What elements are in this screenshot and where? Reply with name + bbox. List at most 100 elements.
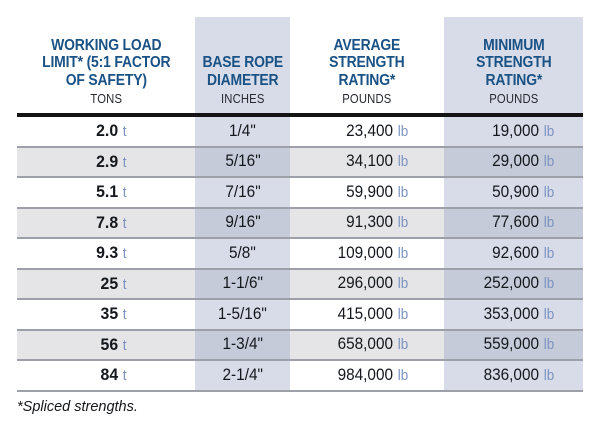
pounds-unit-suffix: lb	[544, 245, 555, 262]
minimum-strength-value: 77,600	[492, 213, 540, 232]
column-title: WORKING LOAD LIMIT* (5:1 FACTOR OF SAFET…	[41, 36, 171, 89]
tons-unit-suffix: t	[122, 276, 127, 293]
value-with-unit: 2.9 t	[79, 152, 134, 172]
column-header-base-rope-diameter: BASE ROPE DIAMETER INCHES	[195, 17, 290, 113]
table-row: 84 t 2-1/4" 984,000 lb 836,000 l	[17, 361, 583, 392]
value-with-unit: 836,000 lb	[472, 366, 555, 385]
value-with-unit: 658,000 lb	[326, 335, 408, 354]
column-unit-label: TONS	[90, 92, 122, 106]
table-row: 35 t 1-5/16" 415,000 lb 353,000	[17, 300, 583, 331]
pounds-unit-suffix: lb	[397, 306, 409, 323]
value-with-unit: 84 t	[79, 365, 134, 385]
column-unit-label: POUNDS	[488, 92, 539, 106]
average-strength-value: 296,000	[337, 274, 393, 293]
cell-average-strength: 23,400 lb	[290, 117, 444, 146]
tons-value: 9.3	[95, 243, 118, 263]
pounds-unit-suffix: lb	[544, 337, 555, 354]
tons-unit-suffix: t	[122, 337, 127, 354]
pounds-unit-suffix: lb	[397, 154, 409, 171]
diameter-value: 9/16"	[224, 213, 261, 232]
value-with-unit: 109,000 lb	[326, 244, 408, 263]
column-header-inner: BASE ROPE DIAMETER INCHES	[202, 54, 283, 113]
column-header-inner: WORKING LOAD LIMIT* (5:1 FACTOR OF SAFET…	[42, 37, 170, 114]
cell-minimum-strength: 252,000 lb	[444, 269, 583, 298]
value-with-unit: 19,000 lb	[472, 122, 554, 141]
table-body: 2.0 t 1/4" 23,400 lb 19,000 lb	[17, 117, 583, 392]
cell-working-load-limit: 9.3 t	[17, 239, 195, 268]
pounds-unit-suffix: lb	[397, 337, 409, 354]
diameter-value: 2-1/4"	[222, 365, 263, 384]
cell-working-load-limit: 35 t	[17, 300, 195, 329]
value-with-unit: 35 t	[79, 304, 134, 324]
tons-unit-suffix: t	[122, 154, 127, 171]
cell-base-rope-diameter: 1-5/16"	[195, 300, 290, 329]
tons-unit-suffix: t	[122, 307, 127, 324]
cell-average-strength: 34,100 lb	[290, 148, 444, 177]
average-strength-value: 34,100	[345, 152, 393, 171]
cell-minimum-strength: 29,000 lb	[444, 147, 583, 176]
average-strength-value: 59,900	[345, 182, 393, 201]
column-header-working-load-limit: WORKING LOAD LIMIT* (5:1 FACTOR OF SAFET…	[17, 17, 195, 113]
cell-base-rope-diameter: 5/16"	[195, 147, 290, 176]
tons-value: 7.8	[95, 212, 118, 232]
pounds-unit-suffix: lb	[397, 276, 409, 293]
cell-working-load-limit: 7.8 t	[17, 209, 195, 238]
diameter-value: 1-1/6"	[222, 274, 263, 293]
tons-unit-suffix: t	[122, 246, 127, 263]
tons-unit-suffix: t	[122, 185, 127, 202]
tons-value: 25	[100, 273, 118, 293]
average-strength-value: 658,000	[337, 335, 393, 354]
diameter-value: 1/4"	[229, 121, 256, 140]
tons-value: 2.9	[95, 151, 118, 171]
tons-unit-suffix: t	[122, 124, 127, 141]
average-strength-value: 415,000	[337, 304, 393, 323]
cell-base-rope-diameter: 7/16"	[195, 178, 290, 207]
value-with-unit: 77,600 lb	[472, 213, 554, 232]
value-with-unit: 5.1 t	[79, 182, 134, 202]
minimum-strength-value: 252,000	[483, 274, 540, 293]
pounds-unit-suffix: lb	[544, 306, 555, 323]
cell-average-strength: 415,000 lb	[290, 300, 444, 329]
average-strength-value: 109,000	[337, 243, 393, 262]
diameter-value: 7/16"	[224, 182, 261, 201]
diameter-value: 5/8"	[229, 243, 256, 262]
tons-value: 56	[100, 334, 118, 354]
table-header-row: WORKING LOAD LIMIT* (5:1 FACTOR OF SAFET…	[17, 17, 583, 117]
table-row: 7.8 t 9/16" 91,300 lb 77,600 lb	[17, 208, 583, 239]
column-header-average-strength-rating: AVERAGE STRENGTH RATING* POUNDS	[290, 17, 444, 113]
cell-minimum-strength: 77,600 lb	[444, 208, 583, 237]
pounds-unit-suffix: lb	[397, 184, 409, 201]
cell-minimum-strength: 50,900 lb	[444, 178, 583, 207]
value-with-unit: 23,400 lb	[326, 122, 408, 141]
cell-base-rope-diameter: 1-3/4"	[195, 330, 290, 359]
column-header-inner: MINIMUM STRENGTH RATING* POUNDS	[476, 37, 551, 114]
tons-value: 35	[100, 304, 118, 324]
cell-working-load-limit: 5.1 t	[17, 178, 195, 207]
value-with-unit: 92,600 lb	[472, 244, 554, 263]
value-with-unit: 29,000 lb	[472, 152, 554, 171]
pounds-unit-suffix: lb	[544, 154, 555, 171]
cell-base-rope-diameter: 9/16"	[195, 208, 290, 237]
cell-average-strength: 296,000 lb	[290, 270, 444, 299]
pounds-unit-suffix: lb	[397, 215, 409, 232]
value-with-unit: 50,900 lb	[472, 183, 554, 202]
column-unit-label: INCHES	[220, 92, 265, 106]
cell-base-rope-diameter: 1/4"	[195, 117, 290, 146]
strength-rating-table: WORKING LOAD LIMIT* (5:1 FACTOR OF SAFET…	[17, 17, 583, 415]
tons-value: 5.1	[95, 182, 118, 202]
cell-average-strength: 59,900 lb	[290, 178, 444, 207]
diameter-value: 5/16"	[224, 152, 261, 171]
column-header-minimum-strength-rating: MINIMUM STRENGTH RATING* POUNDS	[444, 17, 583, 113]
value-with-unit: 353,000 lb	[472, 305, 555, 324]
table-row: 25 t 1-1/6" 296,000 lb 252,000 l	[17, 269, 583, 300]
value-with-unit: 984,000 lb	[326, 366, 408, 385]
average-strength-value: 91,300	[345, 213, 393, 232]
value-with-unit: 34,100 lb	[326, 152, 408, 171]
cell-working-load-limit: 56 t	[17, 331, 195, 360]
table-row: 2.0 t 1/4" 23,400 lb 19,000 lb	[17, 117, 583, 148]
cell-working-load-limit: 25 t	[17, 270, 195, 299]
pounds-unit-suffix: lb	[544, 123, 555, 140]
pounds-unit-suffix: lb	[397, 123, 409, 140]
column-header-inner: AVERAGE STRENGTH RATING* POUNDS	[329, 37, 404, 114]
cell-average-strength: 91,300 lb	[290, 209, 444, 238]
